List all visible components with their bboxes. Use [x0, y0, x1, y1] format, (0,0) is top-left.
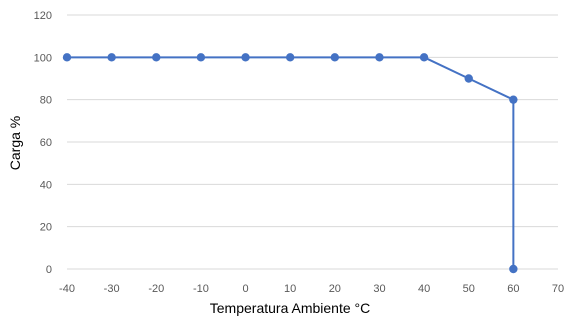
x-tick-label: 50: [463, 283, 475, 295]
x-tick-labels: -40 -30 -20 -10 0 10 20 30 40 50 60 70: [59, 283, 564, 295]
data-point-5: [285, 53, 295, 62]
x-tick-label: 40: [418, 283, 430, 295]
data-point-3: [196, 53, 206, 62]
x-tick-label: -10: [193, 283, 209, 295]
x-tick-label: 60: [507, 283, 519, 295]
y-tick-labels: 0 20 40 60 80 100 120: [34, 10, 52, 276]
y-tick-label: 120: [34, 10, 52, 22]
y-tick-label: 0: [46, 264, 52, 276]
y-tick-label: 60: [40, 137, 52, 149]
series-line-0: [67, 56, 515, 269]
x-axis-title: Temperatura Ambiente °C: [210, 300, 370, 316]
data-point-11: [509, 264, 518, 274]
data-point-10: [509, 95, 518, 104]
x-tick-label: 70: [552, 283, 564, 295]
data-series: [62, 53, 518, 274]
data-point-2: [152, 53, 161, 62]
y-axis-title: Carga %: [7, 116, 23, 170]
data-point-1: [107, 53, 116, 62]
data-point-0: [62, 53, 72, 62]
data-point-4: [241, 53, 250, 62]
x-tick-label: 20: [329, 283, 341, 295]
x-tick-label: -20: [148, 283, 164, 295]
data-point-9: [464, 74, 473, 83]
y-tick-label: 80: [40, 95, 52, 107]
y-tick-label: 40: [40, 179, 52, 191]
y-tick-label: 20: [40, 222, 52, 234]
data-point-6: [330, 53, 340, 62]
x-tick-label: 10: [284, 283, 296, 295]
gridlines: [67, 14, 558, 270]
x-tick-label: -30: [104, 283, 120, 295]
y-tick-label: 100: [34, 52, 52, 64]
data-point-8: [419, 53, 429, 62]
x-tick-label: 0: [242, 283, 248, 295]
data-point-7: [375, 53, 384, 62]
x-tick-label: 30: [373, 283, 385, 295]
x-tick-label: -40: [59, 283, 75, 295]
